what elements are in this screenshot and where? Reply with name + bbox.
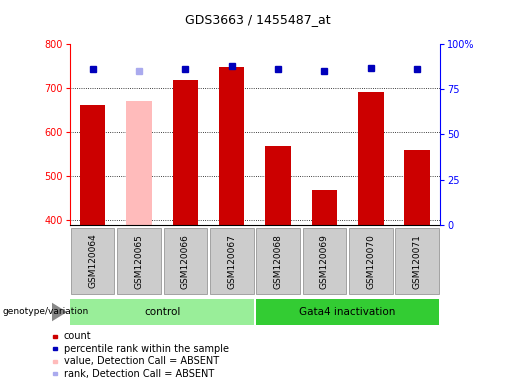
Bar [358,92,384,225]
Bar [53,348,57,351]
Text: GSM120069: GSM120069 [320,234,329,288]
Text: GSM120071: GSM120071 [413,234,422,288]
Text: GSM120064: GSM120064 [88,234,97,288]
Bar [80,105,106,225]
Bar [71,228,114,294]
Text: GSM120065: GSM120065 [134,234,144,288]
Bar [256,299,439,325]
Bar [349,228,392,294]
Bar [404,150,430,225]
Bar [210,228,253,294]
Bar [303,228,346,294]
Bar [219,67,245,225]
Text: rank, Detection Call = ABSENT: rank, Detection Call = ABSENT [64,369,214,379]
Text: genotype/variation: genotype/variation [3,308,89,316]
Bar [71,299,254,325]
Text: GSM120066: GSM120066 [181,234,190,288]
Text: GSM120067: GSM120067 [227,234,236,288]
Text: control: control [144,307,180,317]
Text: GDS3663 / 1455487_at: GDS3663 / 1455487_at [185,13,330,26]
Bar [53,360,57,363]
Bar [396,228,439,294]
Bar [164,228,207,294]
Bar [256,228,300,294]
Bar [126,101,152,225]
Text: count: count [64,331,91,341]
Polygon shape [52,303,67,322]
Bar [265,146,291,225]
Bar [53,372,57,376]
Bar [312,190,337,225]
Bar [173,80,198,225]
Bar [53,335,57,338]
Text: GSM120068: GSM120068 [273,234,283,288]
Text: value, Detection Call = ABSENT: value, Detection Call = ABSENT [64,356,219,366]
Text: GSM120070: GSM120070 [366,234,375,288]
Text: Gata4 inactivation: Gata4 inactivation [299,307,396,317]
Text: percentile rank within the sample: percentile rank within the sample [64,344,229,354]
Bar [117,228,161,294]
